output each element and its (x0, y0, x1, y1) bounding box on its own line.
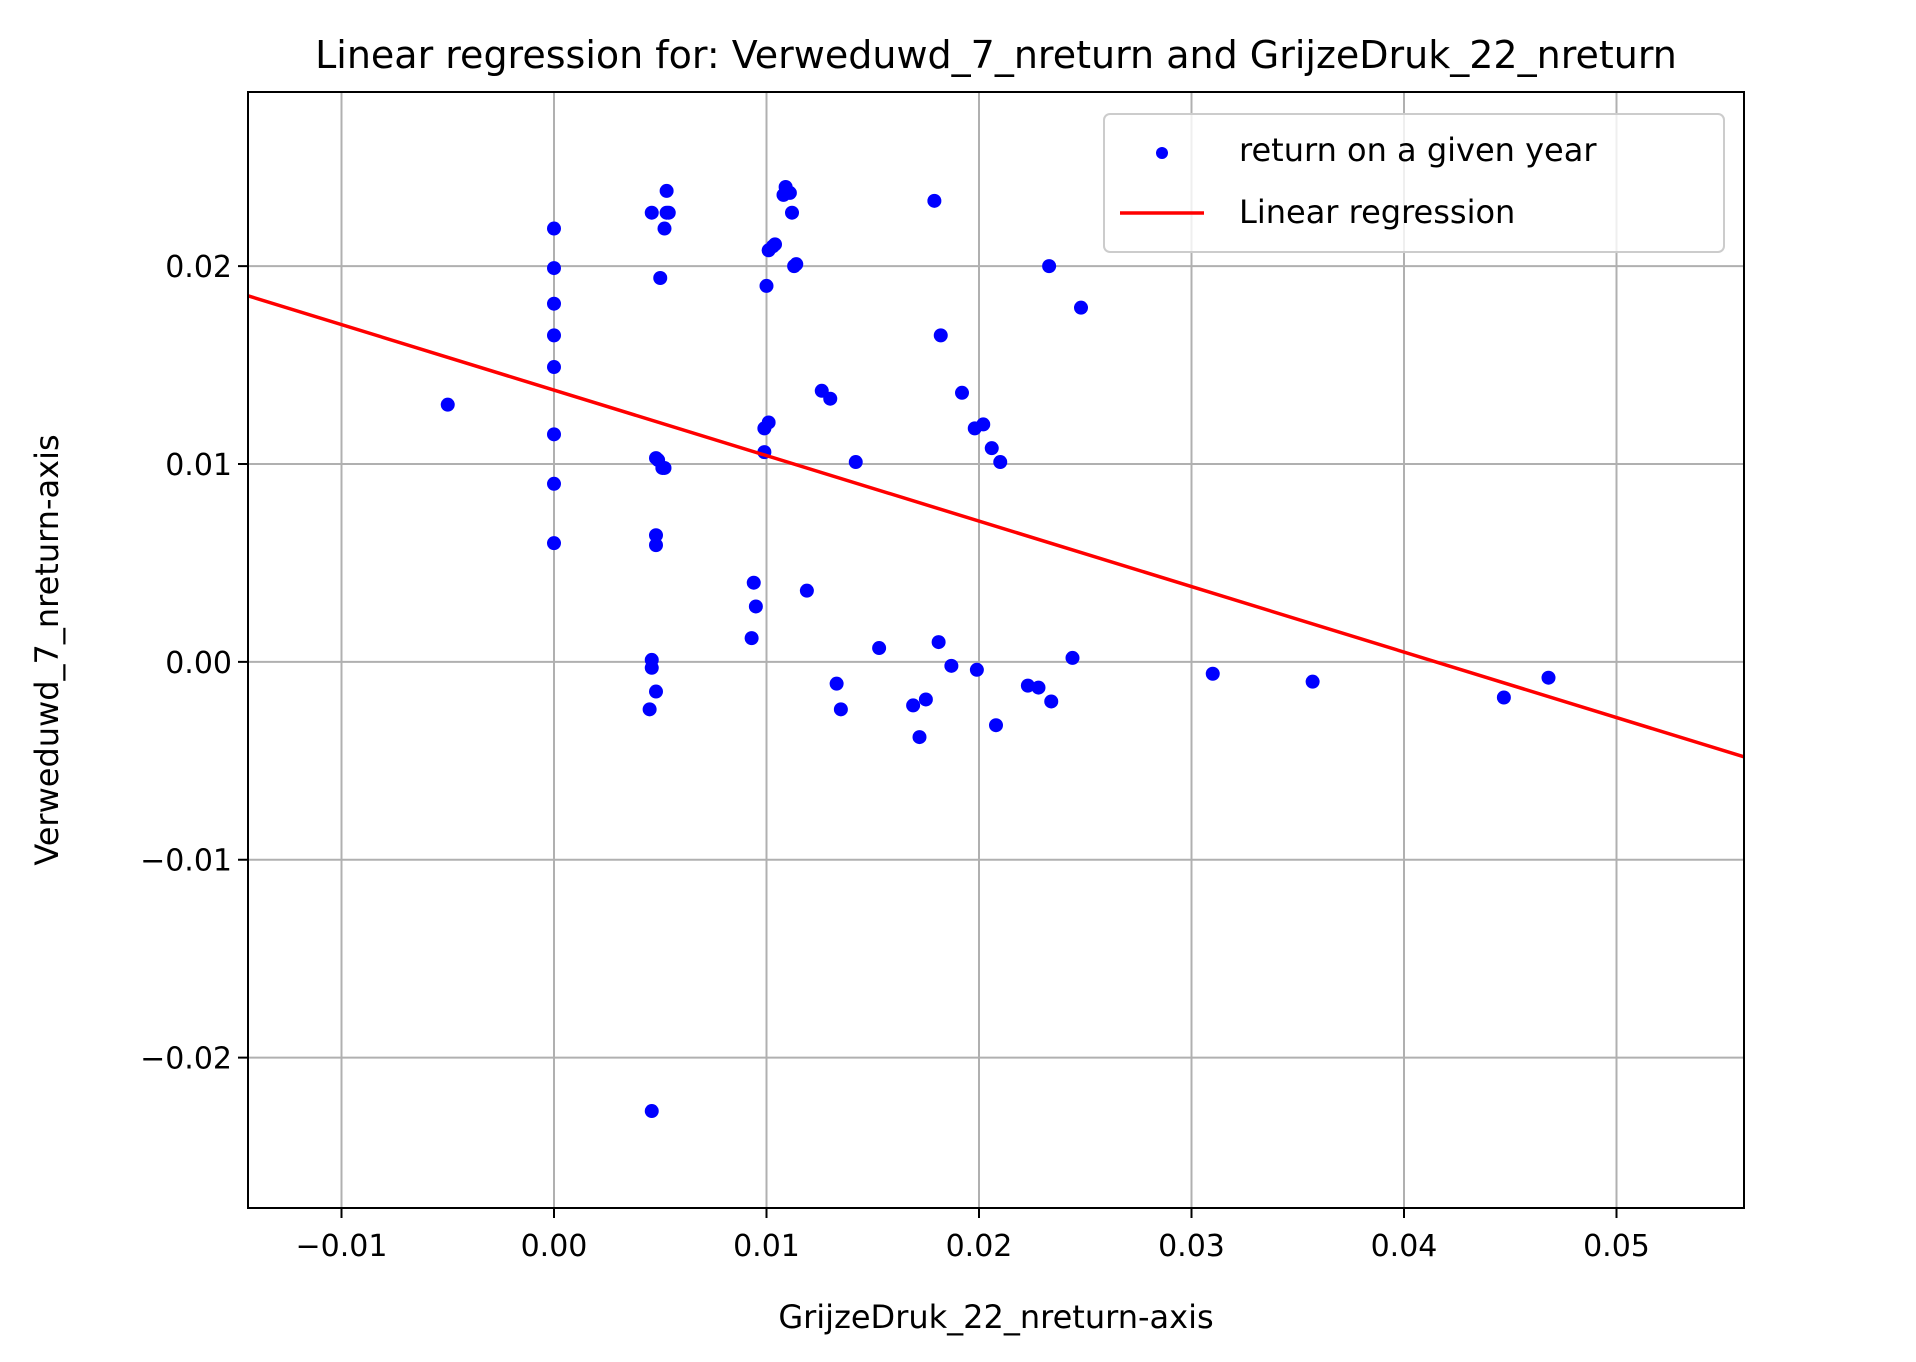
scatter-point (848, 455, 863, 470)
scatter-point (1065, 650, 1080, 665)
scatter-point (761, 243, 776, 258)
x-tick-label: 0.05 (1583, 1229, 1650, 1264)
scatter-point (782, 185, 797, 200)
scatter-point (547, 536, 561, 551)
legend-label-line: Linear regression (1239, 193, 1515, 231)
y-tick-label: 0.00 (165, 646, 232, 681)
scatter-point (906, 698, 921, 713)
scatter-point (649, 684, 663, 699)
x-axis-label: GrijzeDruk_22_nreturn-axis (778, 1298, 1213, 1336)
x-tick-label: 0.03 (1158, 1229, 1225, 1264)
scatter-point (944, 658, 959, 673)
scatter-point (833, 702, 848, 717)
scatter-point (644, 205, 659, 220)
plot-area (248, 179, 1744, 1119)
scatter-point (644, 1104, 659, 1119)
scatter-point (993, 455, 1008, 470)
scatter-point (547, 221, 561, 236)
scatter-point (976, 417, 991, 432)
scatter-point (1044, 694, 1059, 709)
axis-ticks: −0.01 0.00 0.01 0.02 0.03 0.04 0.05 −0.02 −0.01 0… (140, 250, 1650, 1264)
x-tick-label: −0.01 (296, 1229, 388, 1264)
y-tick-label: 0.02 (165, 250, 232, 285)
scatter-point (969, 662, 984, 677)
y-axis-label: Verweduwd_7_nreturn-axis (28, 434, 66, 865)
scatter-point (657, 460, 672, 475)
scatter-point (918, 692, 933, 707)
scatter-point (744, 631, 759, 646)
scatter-point (659, 183, 674, 198)
scatter-point (1496, 690, 1511, 705)
scatter-point (1020, 678, 1035, 693)
scatter-point (547, 360, 561, 375)
x-tick-label: 0.01 (733, 1229, 800, 1264)
scatter-point (1042, 259, 1057, 274)
scatter-point (746, 575, 761, 590)
scatter-point (912, 730, 927, 745)
scatter-point (547, 427, 561, 442)
scatter-point (547, 328, 561, 343)
scatter-point (644, 660, 659, 675)
scatter-point (933, 328, 948, 343)
scatter-point (955, 385, 969, 400)
legend-label-scatter: return on a given year (1239, 131, 1597, 169)
y-tick-label: −0.02 (140, 1042, 232, 1077)
scatter-point (649, 538, 663, 553)
plot-frame (247, 91, 1745, 1209)
regression-line (248, 294, 1744, 759)
scatter-point (1541, 670, 1556, 685)
y-tick-label: −0.01 (140, 844, 232, 879)
chart-title: Linear regression for: Verweduwd_7_nretu… (315, 33, 1677, 77)
scatter-point (547, 476, 561, 491)
series-layer (248, 179, 1744, 1119)
x-tick-label: 0.04 (1371, 1229, 1438, 1264)
scatter-point (649, 528, 663, 543)
x-tick-label: 0.00 (521, 1229, 588, 1264)
scatter-point (989, 718, 1003, 733)
legend-scatter-marker (1156, 147, 1168, 159)
scatter-point (789, 257, 804, 272)
legend: return on a given year Linear regression (1103, 113, 1725, 253)
scatter-point (829, 676, 844, 691)
scatter-point (748, 599, 763, 614)
scatter-point (785, 205, 799, 220)
scatter-point (440, 397, 455, 412)
scatter-point (984, 441, 999, 456)
scatter-point (1074, 300, 1088, 315)
scatter-point (1205, 666, 1220, 681)
scatter-point (1305, 674, 1320, 689)
x-tick-label: 0.02 (946, 1229, 1013, 1264)
scatter-point (823, 391, 838, 406)
scatter-point (799, 583, 814, 598)
scatter-point (757, 421, 772, 436)
y-tick-label: 0.01 (165, 448, 232, 483)
scatter-point (661, 205, 676, 220)
scatter-point (547, 296, 561, 311)
scatter-point (642, 702, 657, 717)
scatter-point (759, 278, 774, 293)
scatter-point (653, 271, 668, 285)
scatter-point (872, 641, 887, 656)
scatter-point (1031, 680, 1046, 695)
scatter-point (927, 193, 942, 208)
scatter-point (931, 635, 946, 650)
legend-box (1103, 113, 1725, 253)
scatter-point (547, 261, 561, 276)
scatter-point (657, 221, 672, 236)
